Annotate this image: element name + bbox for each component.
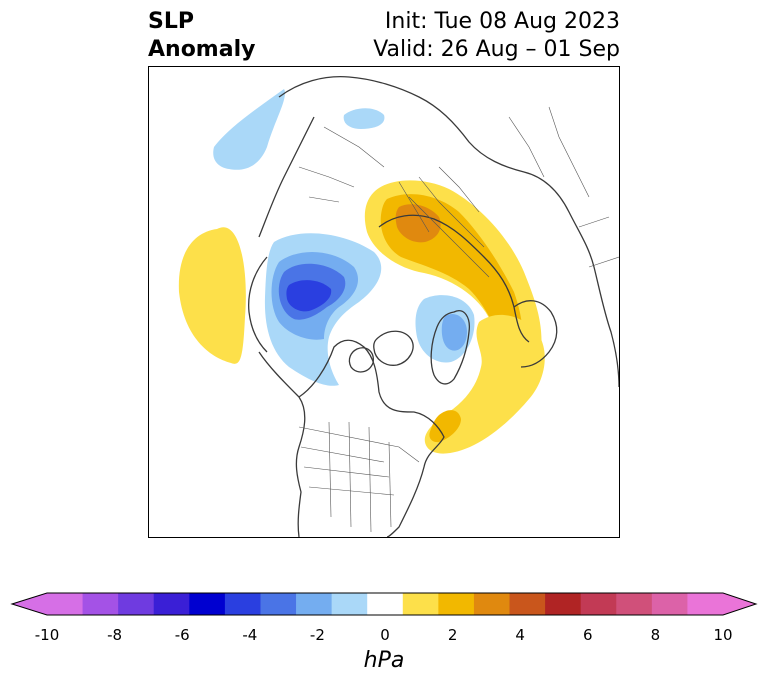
colorbar-tick: 6 xyxy=(583,626,593,644)
coastline-layer xyxy=(248,76,619,537)
colorbar-bin xyxy=(438,593,475,615)
colorbar-bin xyxy=(47,593,84,615)
colorbar-outline xyxy=(10,592,758,616)
colorbar-bin xyxy=(296,593,333,615)
colorbar-tick: -10 xyxy=(34,626,60,644)
colorbar-tick: 2 xyxy=(447,626,458,644)
colorbar-bin xyxy=(616,593,653,615)
colorbar-bin xyxy=(509,593,546,615)
neg-anomaly-east-siberia xyxy=(213,89,286,170)
colorbar-bin xyxy=(82,593,119,615)
colorbar-bin xyxy=(331,593,368,615)
colorbar-tick: 8 xyxy=(650,626,661,644)
map-panel xyxy=(148,66,620,538)
neg-anomaly-north xyxy=(343,108,385,129)
neg-anomaly-arctic-l2 xyxy=(441,313,467,351)
colorbar-bin xyxy=(189,593,226,615)
colorbar xyxy=(10,592,758,616)
colorbar-tick: -6 xyxy=(174,626,190,644)
colorbar-bin xyxy=(118,593,155,615)
colorbar-bin xyxy=(153,593,190,615)
colorbar-bin xyxy=(580,593,617,615)
colorbar-bin xyxy=(260,593,297,615)
colorbar-tick: -8 xyxy=(107,626,123,644)
colorbar-bin xyxy=(402,593,439,615)
colorbar-bin xyxy=(545,593,582,615)
colorbar-tick: -4 xyxy=(242,626,258,644)
init-date-label: Init: Tue 08 Aug 2023 xyxy=(384,9,620,34)
colorbar-tick: 0 xyxy=(380,626,390,644)
neg-anomaly-alaska-l4 xyxy=(286,280,332,312)
title-left: SLP Anomaly xyxy=(148,8,255,64)
title-right: Init: Tue 08 Aug 2023 Valid: 26 Aug – 01… xyxy=(373,8,620,64)
colorbar-tick: -2 xyxy=(309,626,325,644)
colorbar-extend-low xyxy=(12,593,47,615)
colorbar-tick: 4 xyxy=(515,626,525,644)
colorbar-bin xyxy=(473,593,511,615)
colorbar-extend-high xyxy=(723,593,756,615)
border-layer xyxy=(298,106,619,533)
colorbar-unit-label: hPa xyxy=(363,648,405,673)
colorbar-bin xyxy=(224,593,261,615)
colorbar-tick: 10 xyxy=(713,626,733,644)
pos-anomaly-ural-l3 xyxy=(395,204,441,243)
valid-range-label: Valid: 26 Aug – 01 Sep xyxy=(373,37,620,62)
title-variable-type: Anomaly xyxy=(148,37,256,62)
map-svg xyxy=(178,76,619,537)
pos-anomaly-pacific xyxy=(178,227,246,364)
colorbar-bin xyxy=(687,593,724,615)
colorbar-bin xyxy=(367,593,404,615)
title-variable: SLP xyxy=(148,9,194,34)
pos-anomaly-atlantic-l2 xyxy=(429,410,461,443)
colorbar-bin xyxy=(651,593,688,615)
